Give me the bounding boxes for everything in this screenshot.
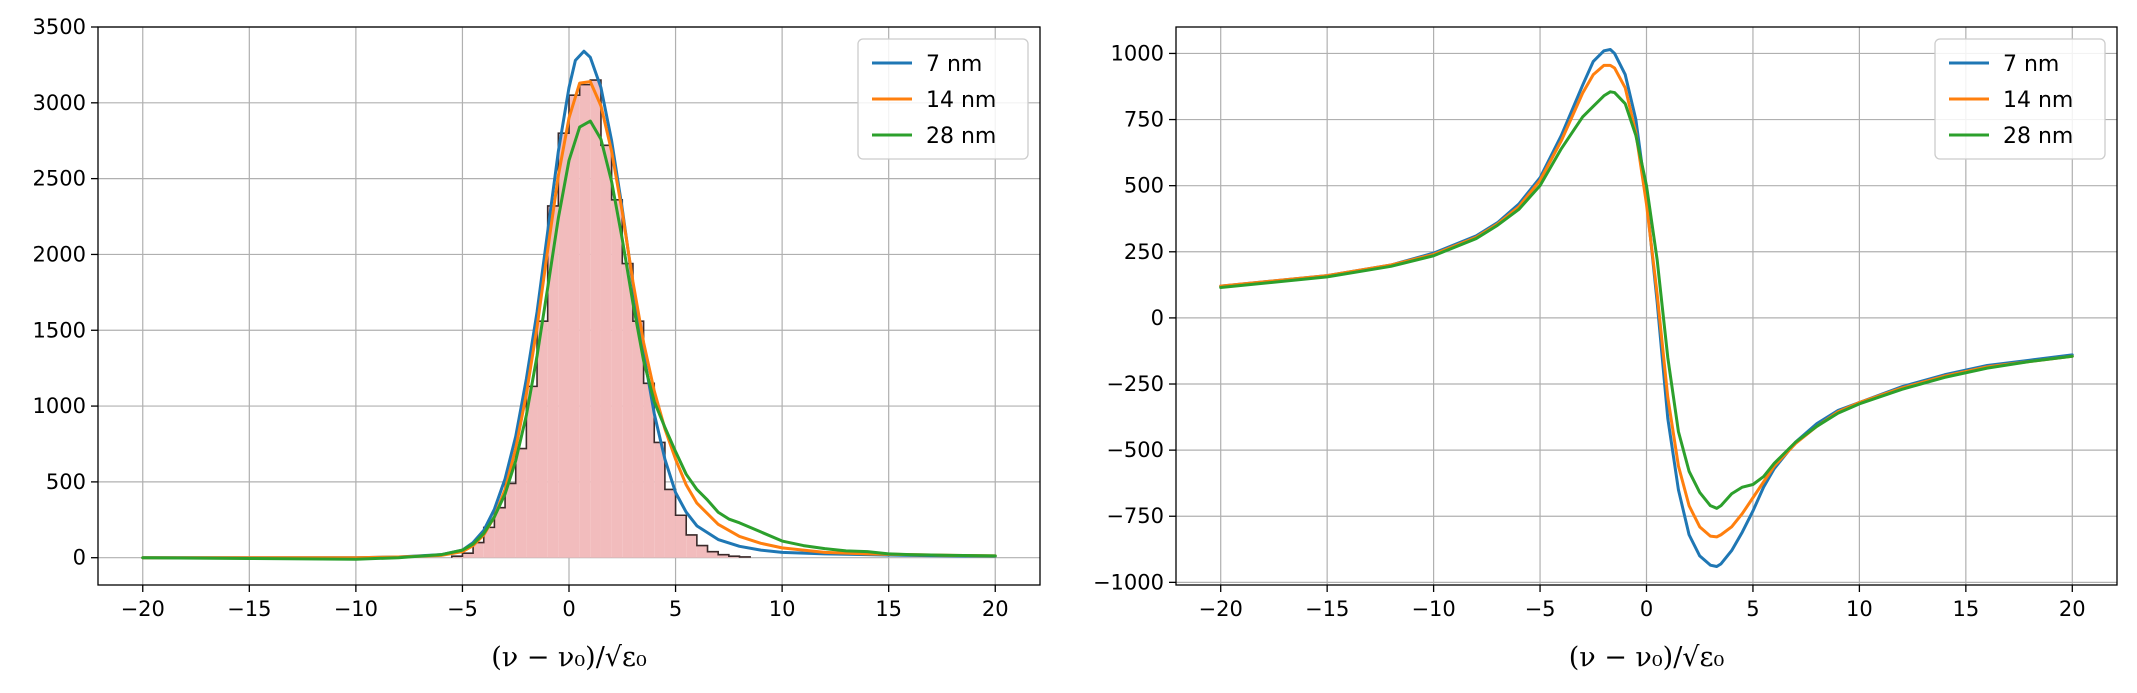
x-tick-label: 20 bbox=[2059, 597, 2086, 621]
legend-label: 14 nm bbox=[926, 88, 996, 113]
histogram-bar bbox=[686, 534, 697, 558]
series-line-28-nm bbox=[141, 119, 997, 561]
histogram-bar bbox=[696, 545, 708, 558]
x-tick-label: 10 bbox=[769, 597, 796, 621]
histogram-bar bbox=[654, 442, 665, 558]
legend-label: 14 nm bbox=[2003, 88, 2073, 113]
histogram-bar bbox=[473, 542, 484, 558]
x-tick-label: −5 bbox=[1525, 597, 1556, 621]
histogram-bar bbox=[707, 551, 719, 558]
y-tick-label: 0 bbox=[73, 546, 86, 570]
x-axis-label: (ν − ν₀)/√ε₀ bbox=[1569, 642, 1725, 673]
x-tick-label: 20 bbox=[982, 597, 1009, 621]
x-tick-label: −5 bbox=[447, 597, 478, 621]
histogram-bar bbox=[632, 321, 644, 558]
histogram-bar bbox=[494, 507, 506, 558]
histogram-bar bbox=[505, 483, 516, 558]
histogram-bar bbox=[558, 133, 569, 558]
y-tick-label: 1000 bbox=[33, 394, 86, 418]
histogram-bar bbox=[590, 80, 601, 558]
y-tick-label: 500 bbox=[46, 470, 86, 494]
x-tick-label: 5 bbox=[1746, 597, 1759, 621]
derivative-panel: −20 −15 −10 −5 0 5 10 15 20 −1000 −750 −500 −250 0 250… bbox=[1093, 26, 2118, 673]
histogram-bar bbox=[526, 386, 538, 558]
y-tick-label: 500 bbox=[1124, 174, 1164, 198]
y-tick-label: 2500 bbox=[33, 167, 86, 191]
y-tick-label: 1500 bbox=[33, 318, 86, 342]
histogram-bar bbox=[462, 553, 474, 558]
x-tick-label: 0 bbox=[1640, 597, 1653, 621]
histogram-bar bbox=[579, 84, 591, 558]
histogram-bar bbox=[664, 489, 676, 558]
x-tick-label: 10 bbox=[1846, 597, 1873, 621]
y-tick-label: 3000 bbox=[33, 91, 86, 115]
histogram-bar bbox=[600, 145, 612, 558]
x-tick-label: −10 bbox=[1411, 597, 1455, 621]
legend-label: 28 nm bbox=[926, 124, 996, 149]
x-axis-label: (ν − ν₀)/√ε₀ bbox=[491, 642, 647, 673]
y-tick-label: 0 bbox=[1151, 306, 1164, 330]
x-tick-label: −20 bbox=[121, 597, 165, 621]
legend-label: 7 nm bbox=[2003, 52, 2059, 77]
y-tick-label: 1000 bbox=[1111, 41, 1164, 65]
x-tick-label: 0 bbox=[562, 597, 575, 621]
histogram-bar bbox=[569, 95, 580, 558]
histogram-bar bbox=[537, 321, 548, 558]
legend: 7 nm 14 nm 28 nm bbox=[1934, 38, 2106, 160]
histogram-bar bbox=[718, 554, 729, 558]
y-tick-label: 2000 bbox=[33, 242, 86, 266]
legend-label: 7 nm bbox=[926, 52, 982, 77]
y-tick-label: −1000 bbox=[1093, 570, 1164, 594]
histogram-bar bbox=[643, 383, 655, 558]
x-tick-label: −15 bbox=[1305, 597, 1349, 621]
y-tick-label: 3500 bbox=[33, 15, 86, 39]
x-tick-label: −10 bbox=[334, 597, 378, 621]
y-tick-label: 750 bbox=[1124, 108, 1164, 132]
histogram-bar bbox=[611, 199, 623, 558]
series-line-28-nm bbox=[1219, 90, 2074, 510]
grid bbox=[1176, 27, 2117, 585]
legend-box bbox=[1934, 38, 2106, 160]
histogram-bar bbox=[675, 515, 687, 558]
histogram-panel: −20 −15 −10 −5 0 5 10 15 20 0 500 1000 1500 2000 2500 3… bbox=[33, 15, 1041, 673]
x-tick-label: 15 bbox=[1952, 597, 1979, 621]
y-tick-label: −750 bbox=[1106, 504, 1164, 528]
y-tick-label: 250 bbox=[1124, 240, 1164, 264]
histogram-bar bbox=[515, 448, 527, 558]
histogram-bar bbox=[483, 527, 495, 558]
x-tick-label: 15 bbox=[875, 597, 902, 621]
x-tick-label: 5 bbox=[669, 597, 682, 621]
legend: 7 nm 14 nm 28 nm bbox=[857, 38, 1029, 160]
x-tick-label: −15 bbox=[227, 597, 271, 621]
histogram bbox=[450, 79, 751, 558]
y-tick-label: −500 bbox=[1106, 438, 1164, 462]
legend-label: 28 nm bbox=[2003, 124, 2073, 149]
y-tick-label: −250 bbox=[1106, 372, 1164, 396]
histogram-bar bbox=[547, 205, 559, 558]
histogram-bar bbox=[622, 263, 633, 558]
legend-box bbox=[857, 38, 1029, 160]
x-tick-label: −20 bbox=[1199, 597, 1243, 621]
